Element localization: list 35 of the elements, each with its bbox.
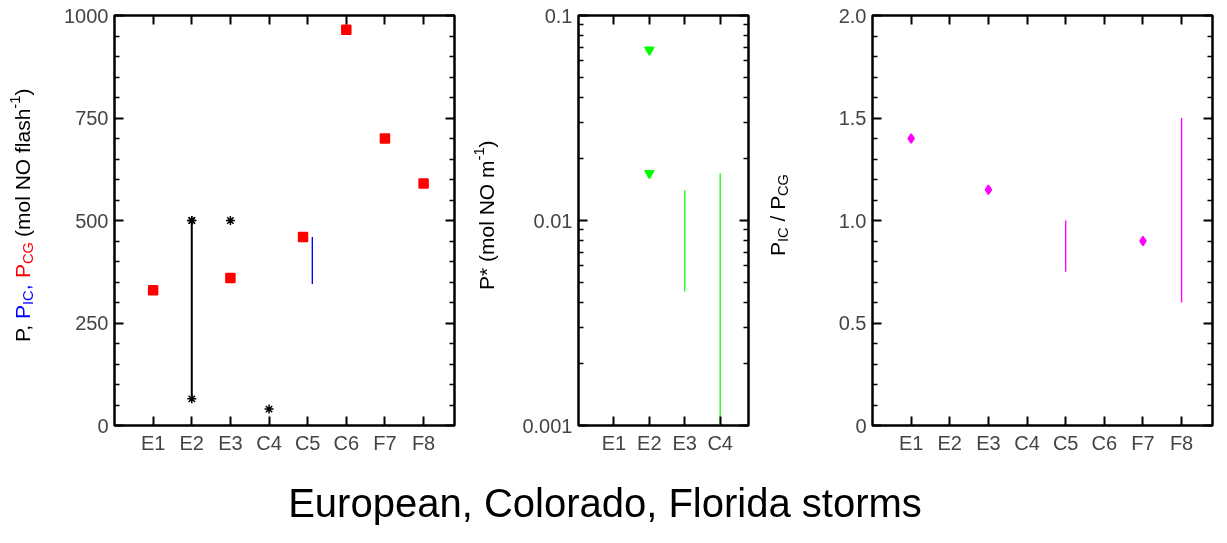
- x-tick-label: F8: [1169, 431, 1194, 454]
- x-tick-label: E2: [937, 431, 963, 454]
- y-tick-label: 0.5: [838, 312, 867, 334]
- x-tick-label: E2: [179, 431, 205, 454]
- x-tick-label: C5: [1052, 431, 1079, 454]
- y-tick-label: 0: [855, 414, 867, 437]
- y-tick-label: 1000: [64, 4, 109, 27]
- y-tick-label: 2.0: [838, 4, 867, 27]
- y-tick-label: 1.5: [838, 107, 867, 129]
- x-tick-label: C4: [256, 431, 282, 454]
- x-tick-label: F7: [1131, 431, 1155, 454]
- x-axis-title: European, Colorado, Florida storms: [287, 480, 923, 527]
- x-tick-label: C4: [707, 431, 733, 454]
- x-tick-label: F8: [411, 431, 436, 454]
- x-tick-label: C5: [294, 431, 321, 454]
- y-tick-label: 0.1: [544, 4, 573, 27]
- y-tick-label: 0.001: [522, 414, 573, 437]
- y-tick-label: 1.0: [838, 209, 867, 232]
- y-tick-label: 250: [75, 312, 109, 334]
- x-tick-label: E3: [218, 431, 243, 454]
- y-tick-label: 500: [75, 209, 109, 232]
- x-tick-label: E1: [140, 431, 166, 454]
- x-tick-label: E1: [601, 431, 627, 454]
- x-tick-label: C4: [1014, 431, 1040, 454]
- x-tick-label: E2: [637, 431, 662, 454]
- text: P,: [11, 324, 34, 342]
- x-tick-label: F7: [373, 431, 397, 454]
- x-tick-label: E3: [672, 431, 697, 454]
- x-tick-label: C6: [1091, 431, 1118, 454]
- y-tick-label: 0: [97, 414, 109, 437]
- x-tick-label: E1: [898, 431, 924, 454]
- y-tick-label: 0.01: [533, 209, 573, 232]
- x-tick-label: C6: [333, 431, 360, 454]
- x-tick-label: E3: [976, 431, 1001, 454]
- y-tick-label: 750: [75, 107, 109, 129]
